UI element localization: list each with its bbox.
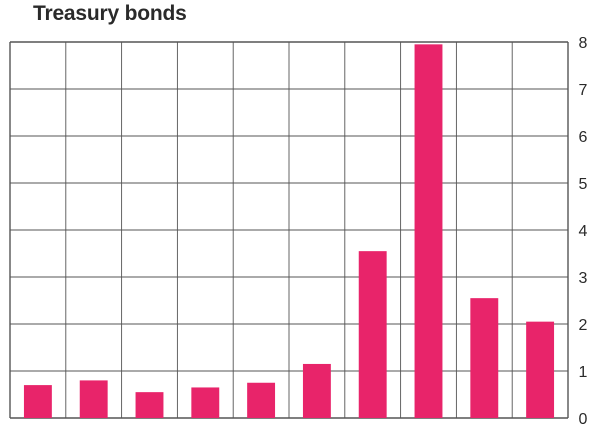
y-tick-label: 1 <box>579 364 588 381</box>
y-tick-label: 8 <box>579 35 588 52</box>
y-tick-label: 3 <box>579 270 588 287</box>
grid <box>9 41 569 419</box>
chart-title: Treasury bonds <box>33 2 187 25</box>
y-tick-label: 0 <box>579 411 588 428</box>
y-axis-ticks: 0 1 2 3 4 5 6 7 8 <box>579 35 588 428</box>
bar <box>526 321 555 418</box>
bar <box>23 385 52 418</box>
bar <box>470 298 499 418</box>
y-tick-label: 5 <box>579 176 588 193</box>
bars <box>23 44 555 418</box>
bar <box>79 380 108 418</box>
bar <box>247 382 276 418</box>
bar <box>358 251 387 418</box>
y-tick-label: 6 <box>579 129 588 146</box>
y-tick-label: 2 <box>579 317 588 334</box>
y-tick-label: 7 <box>579 82 588 99</box>
y-tick-label: 4 <box>579 223 588 240</box>
bar <box>191 387 220 418</box>
bar <box>414 44 443 418</box>
bar <box>135 392 164 418</box>
bar <box>302 363 331 418</box>
